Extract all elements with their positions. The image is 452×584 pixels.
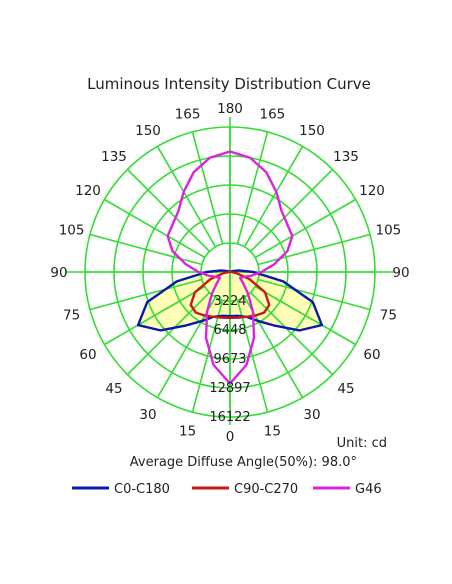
ring-value-label: 12897: [209, 381, 250, 396]
angle-tick-label: 135: [101, 149, 127, 165]
angle-tick-label: 120: [359, 183, 385, 199]
angle-tick-label: 30: [303, 407, 320, 423]
grid-spoke: [191, 131, 224, 245]
angle-tick-label: 150: [299, 123, 325, 139]
grid-spoke: [236, 131, 269, 245]
angle-tick-label: 90: [50, 265, 67, 281]
angle-tick-label: 45: [105, 381, 122, 397]
angle-tick-label: 75: [380, 307, 397, 323]
angle-tick-label: 150: [135, 123, 161, 139]
grid-spoke: [249, 291, 334, 376]
angle-tick-label: 15: [264, 423, 281, 439]
polar-grid: [65, 117, 395, 425]
diffuse-angle-label: Average Diffuse Angle(50%): 98.0°: [130, 455, 357, 470]
grid-spoke: [257, 233, 371, 266]
angle-tick-label: 165: [175, 107, 201, 123]
grid-spoke: [126, 291, 211, 376]
angle-tick-label: 60: [363, 347, 380, 363]
grid-spoke: [254, 285, 356, 346]
angle-tick-label: 30: [139, 407, 156, 423]
grid-spoke: [126, 168, 211, 253]
grid-spoke: [257, 278, 371, 311]
angle-tick-label: 90: [392, 265, 409, 281]
angle-tick-label: 105: [376, 223, 402, 239]
grid-spoke: [104, 198, 206, 259]
angle-tick-label: 180: [217, 101, 243, 117]
chart-title: Luminous Intensity Distribution Curve: [87, 75, 371, 93]
angle-tick-label: 45: [337, 381, 354, 397]
angle-tick-label: 75: [63, 307, 80, 323]
grid-spoke: [243, 146, 304, 248]
curve-layer: [136, 150, 324, 385]
series-line-g46-left: [166, 150, 231, 385]
legend-label: G46: [355, 482, 382, 497]
angle-tick-label: 105: [59, 223, 85, 239]
angle-tick-label: 165: [260, 107, 286, 123]
angle-tick-label: 15: [179, 423, 196, 439]
legend-label: C90-C270: [234, 482, 298, 497]
angle-tick-label: 0: [226, 429, 235, 445]
grid-spoke: [156, 146, 217, 248]
grid-spoke: [191, 299, 224, 413]
label-layer: 180 1651651501501351351201201051059090757…: [50, 101, 409, 445]
ring-value-label: 6448: [213, 323, 246, 338]
grid-spoke: [89, 233, 203, 266]
angle-tick-label: 120: [75, 183, 101, 199]
grid-spoke: [236, 299, 269, 413]
legend: C0-C180 C90-C270 G46: [72, 482, 382, 497]
series-line-g46-right: [229, 150, 294, 385]
grid-spoke: [104, 285, 206, 346]
legend-label: C0-C180: [114, 482, 170, 497]
ring-value-label: 9673: [213, 352, 246, 367]
ring-value-label: 3224: [213, 294, 246, 309]
grid-spoke: [254, 198, 356, 259]
ring-value-label: 16122: [209, 410, 250, 425]
angle-tick-label: 135: [333, 149, 359, 165]
unit-label: Unit: cd: [337, 436, 387, 451]
grid-spoke: [249, 168, 334, 253]
grid-spoke: [89, 278, 203, 311]
angle-tick-label: 60: [79, 347, 96, 363]
